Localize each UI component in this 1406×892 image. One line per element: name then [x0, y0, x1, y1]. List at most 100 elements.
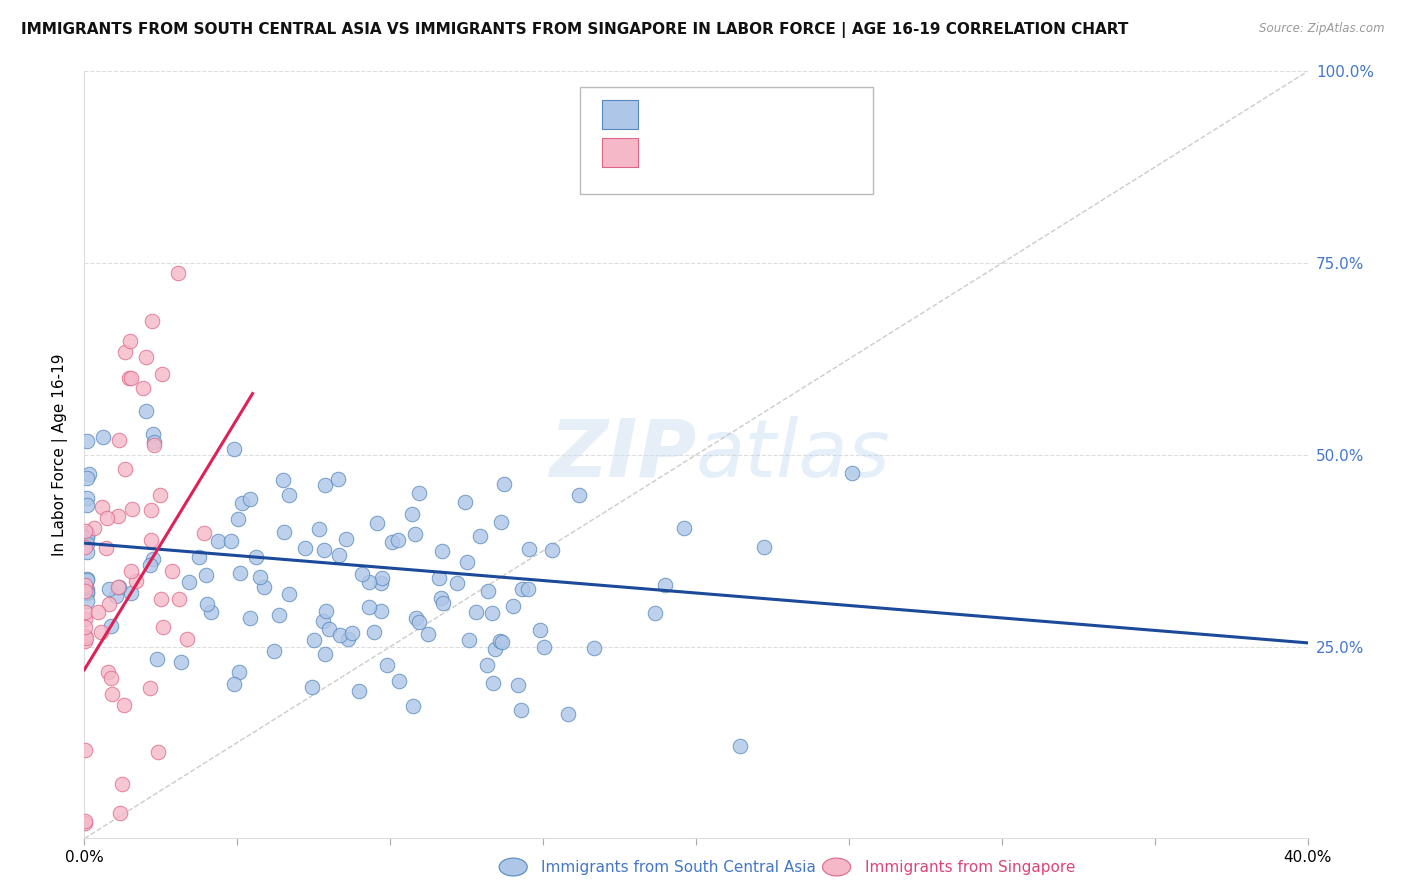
Point — [387, 533, 409, 548]
Point — [432, 596, 454, 610]
Point — [430, 543, 453, 558]
Point — [146, 652, 169, 666]
Point — [73, 816, 96, 830]
Point — [239, 611, 262, 625]
Point — [314, 647, 336, 661]
Point — [429, 591, 451, 605]
Point — [359, 575, 381, 590]
Point — [76, 572, 98, 586]
Point — [366, 516, 388, 531]
Point — [226, 511, 249, 525]
Point — [114, 462, 136, 476]
Point — [278, 488, 301, 502]
Point — [167, 592, 190, 607]
Point — [107, 580, 129, 594]
Point — [405, 611, 427, 625]
Point — [271, 473, 294, 487]
Point — [87, 605, 110, 619]
Point — [312, 543, 335, 558]
Point — [508, 678, 530, 692]
Point — [114, 344, 136, 359]
Point — [73, 584, 96, 599]
Point — [73, 743, 96, 757]
Point — [502, 599, 524, 614]
Point — [350, 566, 373, 581]
Point — [97, 665, 120, 679]
Point — [167, 267, 190, 281]
Point — [200, 605, 222, 619]
Point — [533, 640, 555, 655]
Point — [329, 628, 352, 642]
Point — [654, 578, 676, 592]
Point — [76, 434, 98, 448]
Point — [229, 566, 252, 580]
Point — [142, 426, 165, 441]
Point — [120, 334, 142, 349]
Point — [124, 574, 146, 588]
Point — [517, 541, 540, 556]
Point — [162, 564, 184, 578]
Point — [108, 806, 131, 821]
Point — [73, 540, 96, 554]
Text: Source: ZipAtlas.com: Source: ZipAtlas.com — [1260, 22, 1385, 36]
Point — [446, 576, 468, 591]
Point — [150, 368, 173, 382]
Point — [195, 597, 218, 611]
Point — [301, 680, 323, 694]
Point — [90, 500, 112, 514]
Point — [96, 511, 118, 525]
Text: 126: 126 — [790, 107, 823, 122]
Point — [510, 582, 533, 596]
Point — [401, 508, 423, 522]
Point — [481, 606, 503, 620]
Point — [475, 657, 498, 672]
Point — [541, 543, 564, 558]
Point — [231, 496, 253, 510]
Point — [83, 521, 105, 535]
Point — [312, 615, 335, 629]
Point — [302, 632, 325, 647]
Text: N =: N = — [758, 145, 792, 161]
Point — [416, 627, 439, 641]
Point — [583, 640, 606, 655]
Point — [673, 521, 696, 535]
Point — [484, 642, 506, 657]
Point — [492, 476, 515, 491]
Point — [318, 622, 340, 636]
Point — [135, 404, 157, 418]
Point — [253, 580, 276, 594]
Point — [408, 615, 430, 629]
Point — [273, 524, 295, 539]
Point — [517, 582, 540, 596]
Point — [315, 604, 337, 618]
Point — [370, 576, 392, 591]
Text: Immigrants from Singapore: Immigrants from Singapore — [865, 860, 1076, 874]
Point — [121, 501, 143, 516]
Point — [457, 633, 479, 648]
Point — [207, 533, 229, 548]
Point — [73, 524, 96, 538]
Point — [294, 541, 316, 556]
Point — [142, 552, 165, 566]
Point — [120, 585, 142, 599]
Point — [222, 442, 245, 456]
Text: ZIP: ZIP — [548, 416, 696, 494]
Y-axis label: In Labor Force | Age 16-19: In Labor Force | Age 16-19 — [52, 353, 69, 557]
Text: -0.395: -0.395 — [688, 107, 742, 122]
Point — [107, 508, 129, 523]
Point — [328, 548, 350, 562]
Point — [73, 605, 96, 619]
Point — [477, 584, 499, 599]
Text: N =: N = — [758, 107, 792, 122]
Point — [195, 568, 218, 582]
Point — [152, 620, 174, 634]
FancyBboxPatch shape — [579, 87, 873, 194]
Point — [76, 537, 98, 551]
Point — [76, 530, 98, 544]
Point — [97, 597, 120, 611]
Point — [263, 643, 285, 657]
Point — [132, 381, 155, 395]
Point — [489, 516, 512, 530]
Point — [752, 540, 775, 554]
Point — [90, 625, 112, 640]
